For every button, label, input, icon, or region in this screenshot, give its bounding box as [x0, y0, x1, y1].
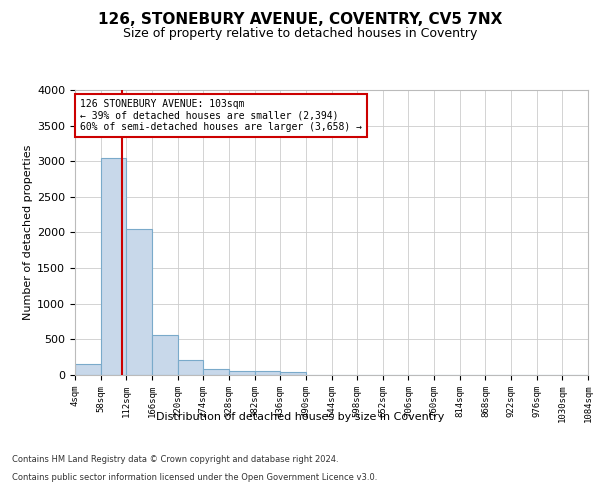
Text: 126 STONEBURY AVENUE: 103sqm
← 39% of detached houses are smaller (2,394)
60% of: 126 STONEBURY AVENUE: 103sqm ← 39% of de…: [80, 98, 362, 132]
Bar: [254, 371, 280, 375]
Bar: [152, 335, 178, 375]
Bar: [75, 364, 101, 375]
Text: Distribution of detached houses by size in Coventry: Distribution of detached houses by size …: [156, 412, 444, 422]
Text: Contains HM Land Registry data © Crown copyright and database right 2024.: Contains HM Land Registry data © Crown c…: [12, 455, 338, 464]
Bar: [280, 372, 306, 375]
Bar: [178, 360, 203, 375]
Y-axis label: Number of detached properties: Number of detached properties: [23, 145, 33, 320]
Bar: [127, 229, 152, 375]
Bar: [229, 370, 254, 375]
Text: Size of property relative to detached houses in Coventry: Size of property relative to detached ho…: [123, 28, 477, 40]
Bar: [203, 370, 229, 375]
Bar: [101, 158, 127, 375]
Text: 126, STONEBURY AVENUE, COVENTRY, CV5 7NX: 126, STONEBURY AVENUE, COVENTRY, CV5 7NX: [98, 12, 502, 28]
Text: Contains public sector information licensed under the Open Government Licence v3: Contains public sector information licen…: [12, 472, 377, 482]
